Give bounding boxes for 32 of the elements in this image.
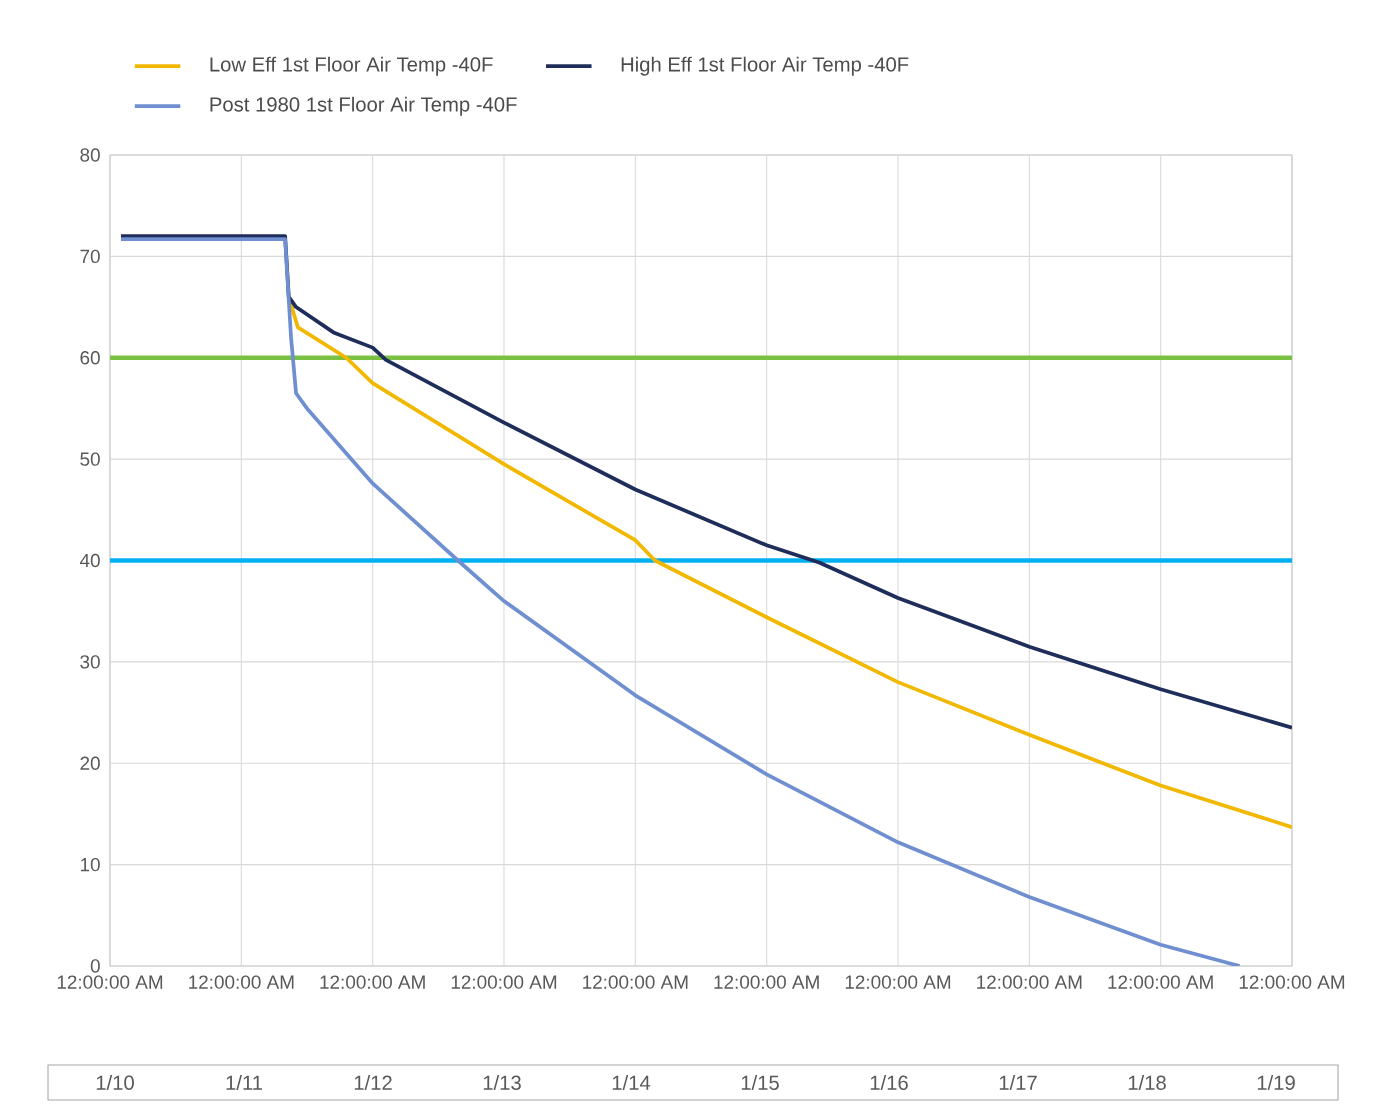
x-tick-label: 12:00:00 AM (451, 975, 557, 989)
y-tick-label: 70 (80, 249, 100, 264)
x2-tick-label: 1/15 (741, 1075, 779, 1090)
x2-tick-label: 1/16 (870, 1075, 908, 1090)
y-tick-label: 50 (80, 452, 100, 466)
y-tick-label: 80 (80, 148, 100, 162)
x-tick-label: 12:00:00 AM (1108, 975, 1213, 989)
x2-tick-label: 1/13 (483, 1075, 521, 1090)
legend-label: Post 1980 1st Floor Air Temp -40F (210, 96, 517, 116)
y-tick-label: 30 (80, 655, 100, 669)
x-tick-label: 12:00:00 AM (1239, 975, 1345, 989)
y-tick-label: 20 (80, 756, 100, 770)
x2-tick-label: 1/18 (1128, 1075, 1166, 1090)
x2-tick-label: 1/10 (96, 1075, 134, 1090)
x2-tick-label: 1/17 (999, 1075, 1037, 1090)
legend-label: Low Eff 1st Floor Air Temp -40F (210, 56, 493, 76)
y-tick-label: 0 (90, 959, 100, 973)
x-tick-label: 12:00:00 AM (320, 975, 425, 989)
x2-tick-label: 1/19 (1257, 1075, 1295, 1090)
x-tick-label: 12:00:00 AM (845, 975, 951, 989)
x-tick-label: 12:00:00 AM (977, 975, 1082, 989)
y-tick-label: 10 (80, 857, 100, 872)
y-tick-label: 60 (80, 351, 100, 365)
x2-tick-label: 1/11 (226, 1075, 262, 1090)
x2-tick-label: 1/12 (354, 1075, 392, 1090)
x-tick-label: 12:00:00 AM (57, 975, 163, 989)
x-tick-label: 12:00:00 AM (583, 975, 688, 989)
legend-label: High Eff 1st Floor Air Temp -40F (621, 56, 909, 76)
x-tick-label: 12:00:00 AM (189, 975, 294, 989)
y-tick-label: 40 (79, 553, 100, 568)
x2-tick-label: 1/14 (612, 1075, 651, 1090)
x-tick-label: 12:00:00 AM (714, 975, 819, 989)
